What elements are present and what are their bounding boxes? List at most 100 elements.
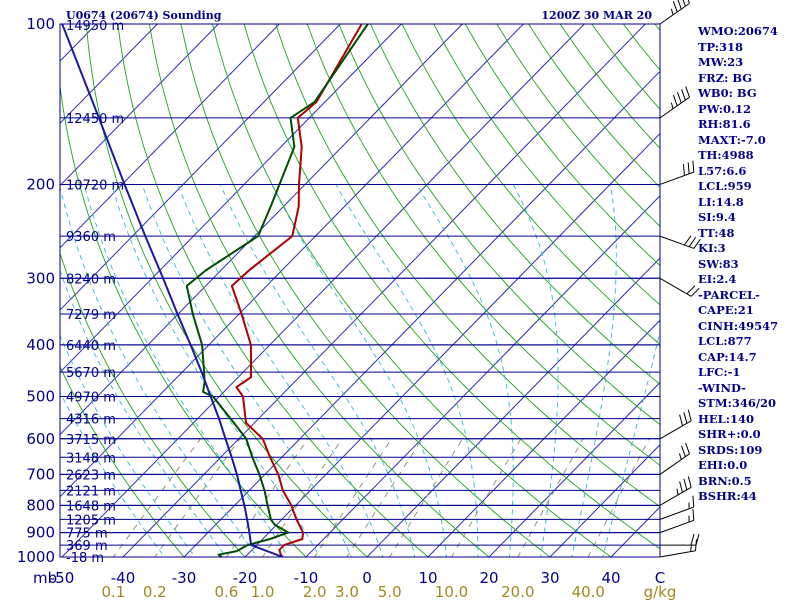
isotherm-line: [60, 24, 463, 436]
mixing-ratio-label: 40.0: [572, 583, 605, 600]
isotherm-line: [61, 24, 585, 557]
temperature-unit-label: C: [655, 569, 665, 587]
isotherm-line: [60, 24, 219, 187]
height-label: 8240 m: [66, 272, 116, 287]
moist-adiabat-line: [571, 184, 617, 557]
isotherm-line: [60, 24, 158, 125]
dry-adiabat-line: [60, 252, 246, 557]
wind-barb: [659, 442, 690, 475]
dry-adiabat-line: [338, 24, 660, 426]
isotherm-line: [366, 257, 660, 557]
dry-adiabat-line: [401, 24, 660, 345]
dry-adiabat-line: [60, 82, 307, 557]
moist-adiabat-line: [512, 184, 559, 557]
moist-adiabat-line: [60, 269, 227, 557]
index-item: CAPE:21: [698, 303, 754, 317]
moist-adiabat-line: [60, 391, 166, 557]
mixing-ratio-line: [112, 438, 201, 557]
index-item: CAP:14.7: [698, 349, 757, 364]
wind-barb: [660, 533, 700, 546]
wind-barb: [659, 160, 695, 185]
moist-adiabat-line: [110, 184, 321, 557]
temperature-tick-label: 10: [418, 569, 437, 587]
index-item: RH:81.6: [698, 117, 751, 131]
index-item: CINH:49547: [698, 318, 779, 333]
dry-adiabat-line: [243, 24, 660, 550]
index-item: KI:3: [698, 241, 726, 255]
dewpoint-profile: [185, 24, 369, 557]
index-item: L57:6.6: [698, 163, 747, 178]
isotherm-line: [183, 70, 660, 557]
wind-barb: [659, 277, 700, 297]
isotherm-line: [60, 24, 524, 498]
index-item: BRN:0.5: [698, 473, 752, 488]
mixing-ratio-line: [225, 438, 309, 557]
mixing-ratio-label: 3.0: [335, 583, 359, 600]
index-item: WMO:20674: [698, 24, 778, 38]
mixing-ratio-line: [261, 438, 343, 557]
dry-adiabat-line: [306, 24, 660, 466]
index-item: -PARCEL-: [698, 287, 760, 302]
dry-adiabat-line: [464, 24, 660, 267]
index-item: LCL:959: [698, 179, 752, 193]
temperature-tick-label: 40: [601, 569, 620, 587]
pressure-tick-label: 600: [26, 430, 55, 448]
height-label: 4316 m: [66, 413, 116, 428]
height-label: 14950 m: [66, 19, 124, 34]
wind-barb: [659, 235, 701, 249]
wind-barb: [659, 409, 692, 440]
mixing-ratio-line: [450, 438, 522, 557]
isotherm-line: [60, 24, 341, 311]
height-label: 12450 m: [66, 112, 124, 127]
moist-adiabat-line: [60, 334, 196, 557]
index-item: LFC:-1: [698, 365, 741, 379]
index-item: TH:4988: [698, 148, 754, 162]
index-item: TP:318: [698, 39, 744, 54]
index-item: SI:9.4: [698, 210, 736, 224]
index-item: WB0: BG: [698, 86, 757, 100]
wind-barb: [659, 476, 692, 506]
index-item: MW:23: [698, 55, 744, 69]
index-item: LCL:877: [698, 334, 752, 348]
temperature-tick-label: -10: [294, 569, 319, 587]
mixing-ratio-line: [314, 438, 392, 557]
index-item: BSHR:44: [698, 489, 757, 503]
pressure-tick-label: 400: [26, 336, 55, 354]
pressure-tick-label: 200: [26, 175, 55, 193]
isotherm-line: [60, 24, 280, 249]
height-label: 775 m: [66, 527, 108, 542]
index-item: TT:48: [698, 225, 735, 240]
isotherm-line: [244, 132, 660, 557]
pressure-tick-label: 1000: [17, 548, 55, 566]
index-item: SW:83: [698, 256, 739, 271]
mixing-ratio-line: [154, 438, 241, 557]
dry-adiabat-line: [85, 24, 368, 557]
height-label: 1648 m: [66, 499, 116, 514]
height-label: 5670 m: [66, 366, 116, 381]
mixing-ratio-label: 1.0: [251, 583, 275, 600]
dry-adiabat-line: [212, 24, 612, 557]
height-label: 9360 m: [66, 230, 116, 245]
index-item: EHI:0.0: [698, 458, 748, 472]
chart-time: 1200Z 30 MAR 20: [541, 9, 652, 22]
wind-barb: [659, 495, 695, 520]
wind-barb: [659, 539, 697, 558]
mixing-ratio-line: [389, 438, 463, 557]
mixing-ratio-label: 0.1: [101, 583, 125, 600]
height-label: 4970 m: [66, 391, 116, 406]
mixing-ratio-label: 0.6: [214, 583, 238, 600]
pressure-tick-label: 500: [26, 388, 55, 406]
height-label: 10720 m: [66, 178, 124, 193]
isotherm-line: [488, 381, 660, 557]
temperature-tick-label: 0: [362, 569, 372, 587]
index-item: STM:346/20: [698, 396, 777, 410]
dry-adiabat-line: [117, 24, 429, 557]
isotherm-line: [60, 24, 402, 374]
height-label: 2121 m: [66, 484, 116, 499]
height-label: 3148 m: [66, 451, 116, 466]
temperature-tick-label: -30: [172, 569, 197, 587]
dry-adiabat-line: [275, 24, 660, 508]
dry-adiabat-line: [148, 24, 490, 557]
pressure-tick-label: 900: [26, 524, 55, 542]
